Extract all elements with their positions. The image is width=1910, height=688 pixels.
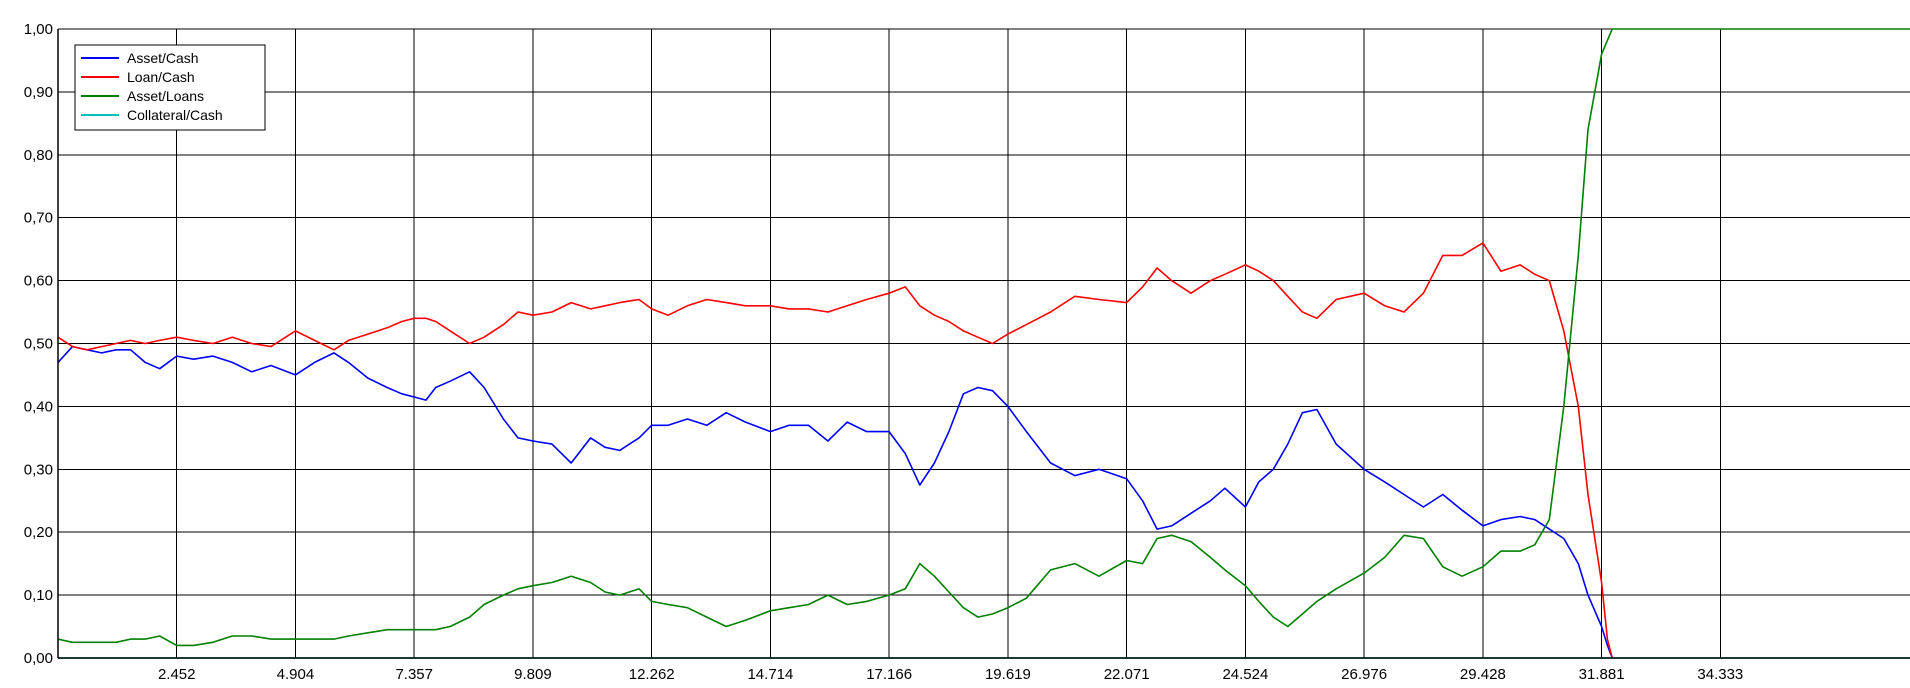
x-tick-label: 26.976 bbox=[1341, 666, 1387, 683]
axes bbox=[57, 29, 1910, 659]
legend-label: Loan/Cash bbox=[127, 69, 195, 85]
y-tick-label: 0,10 bbox=[24, 587, 53, 604]
x-tick-label: 34.333 bbox=[1697, 666, 1743, 683]
x-tick-label: 14.714 bbox=[747, 666, 793, 683]
y-axis-tick-labels: 0,00 0,10 0,20 0,30 0,40 0,50 0,60 0,70 0,80 0,90… bbox=[24, 21, 53, 667]
x-tick-label: 31.881 bbox=[1579, 666, 1625, 683]
y-tick-label: 0,70 bbox=[24, 210, 53, 227]
x-tick-label: 24.524 bbox=[1222, 666, 1268, 683]
x-axis-tick-labels: 2.452 4.904 7.357 9.809 12.262 14.714 17.166 19… bbox=[158, 666, 1743, 683]
x-tick-label: 9.809 bbox=[514, 666, 552, 683]
grid-lines bbox=[58, 28, 1910, 659]
y-tick-label: 0,00 bbox=[24, 650, 53, 667]
x-tick-label: 19.619 bbox=[985, 666, 1031, 683]
x-tick-label: 12.262 bbox=[629, 666, 675, 683]
y-tick-label: 0,30 bbox=[24, 461, 53, 478]
series-line-asset-loans bbox=[57, 28, 1910, 647]
legend-label: Asset/Cash bbox=[127, 50, 199, 66]
x-tick-label: 17.166 bbox=[866, 666, 912, 683]
y-tick-label: 0,60 bbox=[24, 273, 53, 290]
x-tick-label: 7.357 bbox=[395, 666, 433, 683]
x-tick-label: 2.452 bbox=[158, 666, 196, 683]
legend-label: Asset/Loans bbox=[127, 88, 204, 104]
y-tick-label: 0,90 bbox=[24, 84, 53, 101]
y-tick-label: 0,40 bbox=[24, 398, 53, 415]
x-tick-label: 4.904 bbox=[277, 666, 315, 683]
y-tick-label: 0,50 bbox=[24, 336, 53, 353]
y-tick-label: 1,00 bbox=[24, 21, 53, 38]
y-tick-label: 0,80 bbox=[24, 147, 53, 164]
legend-label: Collateral/Cash bbox=[127, 107, 223, 123]
series-line-loan-cash bbox=[57, 242, 1613, 659]
x-tick-label: 22.071 bbox=[1104, 666, 1150, 683]
x-tick-label: 29.428 bbox=[1460, 666, 1506, 683]
series-line-asset-cash bbox=[57, 345, 1613, 659]
legend: Asset/Cash Loan/Cash Asset/Loans Collateral… bbox=[74, 44, 266, 131]
y-tick-label: 0,20 bbox=[24, 524, 53, 541]
